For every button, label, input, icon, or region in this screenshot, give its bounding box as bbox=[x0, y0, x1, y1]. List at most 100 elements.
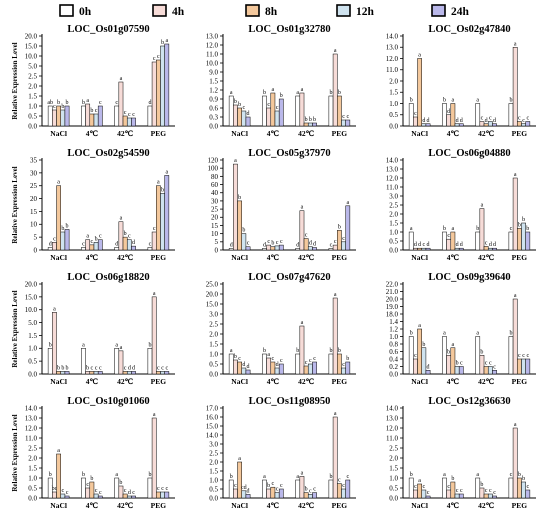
significance-letter: c bbox=[422, 242, 425, 248]
significance-letter: bc bbox=[52, 486, 58, 492]
bar-PEG-4h bbox=[332, 244, 338, 251]
x-category-label: NaCl bbox=[50, 501, 67, 510]
bar-42℃-12h bbox=[487, 247, 493, 251]
y-tick-label: 100 bbox=[208, 165, 219, 173]
bar-PEG-0h bbox=[328, 248, 334, 251]
bar-PEG-24h bbox=[525, 231, 531, 251]
bar-NaCl-4h bbox=[233, 359, 238, 375]
x-category-label: PEG bbox=[512, 501, 528, 510]
bar-PEG-0h bbox=[147, 348, 153, 375]
bar-4℃-4h bbox=[266, 357, 272, 375]
bar-PEG-8h bbox=[337, 353, 342, 375]
x-category-label: PEG bbox=[332, 253, 348, 262]
y-tick-label: 0.0 bbox=[389, 122, 398, 130]
legend-label-8h: 8h bbox=[265, 6, 278, 18]
y-tick-label: 2.5 bbox=[389, 444, 398, 452]
significance-letter: c bbox=[485, 361, 488, 367]
significance-letter: a bbox=[514, 41, 517, 47]
bar-NaCl-8h bbox=[237, 361, 242, 375]
bar-4℃-24h bbox=[278, 244, 284, 251]
y-tick-label: 20.0 bbox=[386, 295, 399, 303]
significance-letter: c bbox=[334, 239, 337, 245]
significance-letter: b bbox=[271, 241, 274, 247]
significance-letter: ab bbox=[47, 100, 53, 106]
legend-swatch-4h bbox=[152, 4, 167, 17]
y-tick-label: 1.5 bbox=[209, 77, 218, 85]
y-tick-label: 2.5 bbox=[28, 72, 37, 80]
significance-letter: c bbox=[95, 488, 98, 494]
significance-letter: b bbox=[267, 483, 270, 489]
bar-PEG-4h bbox=[151, 296, 157, 375]
significance-letter: b bbox=[309, 117, 312, 123]
bar-PEG-24h bbox=[164, 371, 170, 375]
bar-4℃-8h bbox=[450, 347, 456, 375]
y-tick-label: 0.0 bbox=[209, 494, 218, 502]
bar-42℃-12h bbox=[307, 494, 313, 499]
x-category-label: NaCl bbox=[50, 253, 67, 262]
bar-NaCl-8h bbox=[56, 453, 61, 499]
significance-letter: c bbox=[485, 488, 488, 494]
bar-4℃-8h bbox=[270, 246, 276, 251]
x-category-label: NaCl bbox=[231, 501, 248, 510]
bar-NaCl-12h bbox=[421, 123, 427, 127]
x-category-label: 4℃ bbox=[447, 253, 460, 262]
significance-letter: d bbox=[148, 100, 151, 106]
y-tick-label: 0.5 bbox=[209, 360, 218, 368]
bar-NaCl-0h bbox=[47, 348, 53, 375]
bar-PEG-8h bbox=[337, 95, 342, 127]
significance-letter: cd bbox=[241, 485, 247, 491]
bar-NaCl-0h bbox=[408, 477, 414, 499]
panel-title: LOC_Os06g18820 bbox=[67, 272, 149, 283]
y-tick-label: 0.4 bbox=[389, 355, 398, 363]
significance-letter: d bbox=[414, 242, 417, 248]
y-tick-label: 1.0 bbox=[209, 350, 218, 358]
bar-4℃-0h bbox=[442, 103, 447, 127]
bar-42℃-0h bbox=[475, 336, 481, 375]
y-tick-label: 11.0 bbox=[386, 66, 398, 74]
y-tick-label: 12.0 bbox=[206, 41, 219, 49]
panel-title: LOC_Os11g08950 bbox=[249, 396, 331, 407]
significance-letter: c bbox=[95, 108, 98, 114]
bar-42℃-8h bbox=[122, 236, 128, 251]
x-category-label: NaCl bbox=[50, 129, 67, 138]
bar-4℃-8h bbox=[450, 103, 456, 127]
panel-loc_os06g18820: LOC_Os06g18820 Relative Expression Level 0… bbox=[11, 272, 175, 386]
significance-letter: c bbox=[338, 478, 341, 484]
significance-letter: b bbox=[338, 348, 341, 354]
bar-42℃-8h bbox=[303, 238, 309, 251]
bar-4℃-8h bbox=[270, 486, 276, 499]
bar-42℃-24h bbox=[492, 370, 497, 375]
bar-PEG-0h bbox=[328, 95, 334, 127]
y-tick-label: 10 bbox=[211, 230, 219, 238]
bar-PEG-8h bbox=[156, 491, 161, 499]
bar-NaCl-0h bbox=[47, 247, 53, 251]
x-category-label: 4℃ bbox=[267, 253, 280, 262]
panel-loc_os01g07590: LOC_Os01g07590 Relative Expression Level 0… bbox=[11, 24, 175, 138]
bar-42℃-0h bbox=[295, 353, 301, 375]
x-category-label: NaCl bbox=[411, 253, 428, 262]
bar-PEG-12h bbox=[521, 123, 526, 127]
bar-PEG-8h bbox=[337, 483, 342, 499]
y-tick-label: 22.0 bbox=[386, 280, 399, 288]
y-tick-label: 0.0 bbox=[28, 122, 37, 130]
bar-NaCl-8h bbox=[237, 107, 242, 127]
significance-letter: c bbox=[414, 353, 417, 359]
y-tick-label: 1.2 bbox=[209, 86, 218, 94]
bar-NaCl-24h bbox=[64, 371, 70, 375]
significance-letter: a bbox=[481, 203, 484, 209]
bar-42℃-0h bbox=[114, 348, 120, 375]
bar-NaCl-0h bbox=[47, 105, 53, 127]
bar-NaCl-0h bbox=[408, 103, 414, 127]
significance-letter: c bbox=[280, 239, 283, 245]
y-tick-label: 13.0 bbox=[386, 165, 399, 173]
panel-loc_os01g32780: LOC_Os01g327800.00.30.60.91.21.59.010.01… bbox=[206, 24, 356, 138]
bar-PEG-0h bbox=[328, 479, 334, 499]
y-tick-label: 11.0 bbox=[206, 50, 218, 58]
bar-NaCl-4h bbox=[52, 491, 57, 499]
bar-PEG-24h bbox=[345, 479, 351, 499]
bar-4℃-8h bbox=[89, 371, 95, 375]
bar-42℃-4h bbox=[118, 81, 124, 127]
x-category-label: 42℃ bbox=[298, 253, 315, 262]
significance-letter: a bbox=[514, 293, 517, 299]
significance-letter: a bbox=[418, 323, 421, 329]
